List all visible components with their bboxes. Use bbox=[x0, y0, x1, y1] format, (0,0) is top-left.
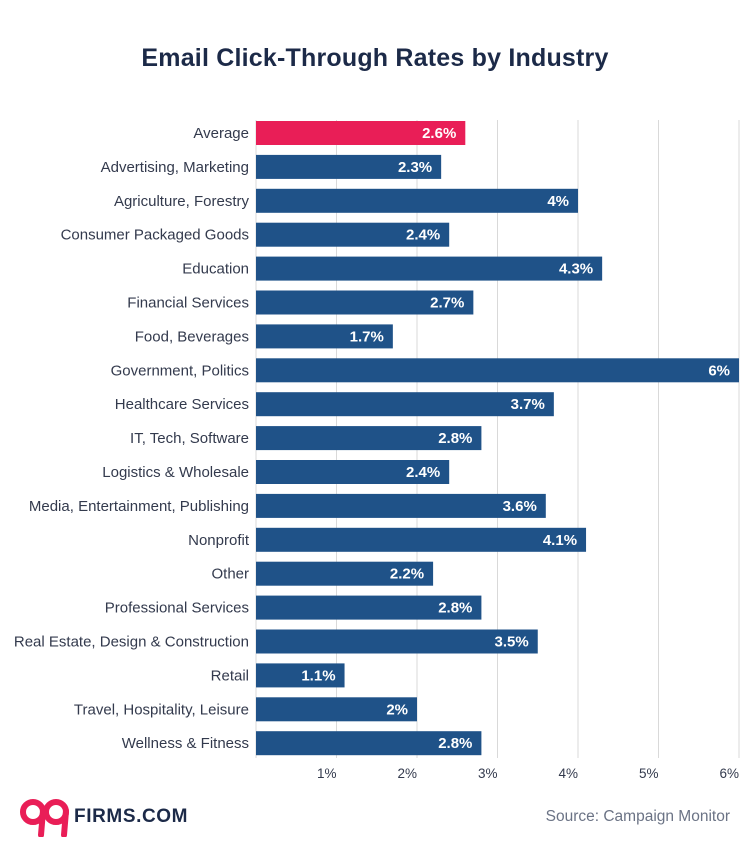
category-label: IT, Tech, Software bbox=[130, 430, 249, 447]
bar bbox=[256, 392, 554, 417]
category-labels: Average Advertising, Marketing Agriculture… bbox=[14, 125, 250, 752]
bar bbox=[256, 121, 466, 145]
bar-value-label: 4.3% bbox=[559, 261, 593, 278]
category-label: Healthcare Services bbox=[115, 396, 249, 413]
category-label: Consumer Packaged Goods bbox=[61, 227, 249, 244]
bar-value-label: 2.8% bbox=[438, 735, 472, 752]
bar bbox=[256, 358, 739, 383]
category-label: Logistics & Wholesale bbox=[102, 464, 249, 481]
bars: 2.6% 2.3% 4% 2.4% 4.3% 2.7% 1.7% 6% 3.7% 2.8% 2.4%… bbox=[256, 121, 739, 756]
x-tick-label: 1% bbox=[317, 766, 337, 781]
category-label: Other bbox=[211, 566, 249, 583]
bar bbox=[256, 697, 417, 722]
bar-value-label: 2.7% bbox=[430, 295, 464, 312]
category-label: Financial Services bbox=[127, 295, 249, 312]
bar bbox=[256, 561, 434, 586]
bar-value-label: 4% bbox=[547, 193, 569, 210]
bar-value-label: 2.3% bbox=[398, 159, 432, 176]
bar-value-label: 3.6% bbox=[503, 498, 537, 515]
category-label: Education bbox=[182, 261, 249, 278]
bar-value-label: 2% bbox=[386, 701, 408, 718]
bar-value-label: 4.1% bbox=[543, 532, 577, 549]
category-label: Retail bbox=[211, 667, 249, 684]
category-label: Food, Beverages bbox=[135, 328, 249, 345]
x-tick-label: 3% bbox=[478, 766, 498, 781]
bar bbox=[256, 663, 345, 688]
bar-value-label: 1.1% bbox=[301, 667, 335, 684]
bar bbox=[256, 256, 603, 281]
bar-value-label: 2.8% bbox=[438, 600, 472, 617]
category-label: Agriculture, Forestry bbox=[114, 193, 250, 210]
logo-text: FIRMS.COM bbox=[74, 806, 189, 827]
x-tick-label: 4% bbox=[558, 766, 578, 781]
bar bbox=[256, 595, 482, 620]
category-label: Average bbox=[193, 125, 249, 142]
bar-value-label: 2.6% bbox=[422, 125, 456, 142]
bar-value-label: 3.5% bbox=[495, 634, 529, 651]
category-label: Travel, Hospitality, Leisure bbox=[74, 701, 249, 718]
bar-value-label: 1.7% bbox=[350, 328, 384, 345]
bar-value-label: 6% bbox=[708, 362, 730, 379]
bar-value-label: 2.4% bbox=[406, 227, 440, 244]
category-label: Nonprofit bbox=[188, 532, 250, 549]
bar bbox=[256, 290, 474, 315]
bar bbox=[256, 527, 587, 552]
bar-value-label: 2.2% bbox=[390, 566, 424, 583]
bar-chart: 2.6% 2.3% 4% 2.4% 4.3% 2.7% 1.7% 6% 3.7% 2.8% 2.4%… bbox=[14, 120, 740, 781]
category-label: Professional Services bbox=[105, 600, 249, 617]
category-label: Wellness & Fitness bbox=[122, 735, 249, 752]
bar bbox=[256, 154, 442, 179]
bar bbox=[256, 460, 450, 484]
category-label: Media, Entertainment, Publishing bbox=[29, 498, 249, 515]
bar bbox=[256, 426, 482, 451]
category-label: Advertising, Marketing bbox=[101, 159, 249, 176]
bar bbox=[256, 629, 538, 654]
bar bbox=[256, 188, 578, 213]
logo-99-icon bbox=[20, 799, 69, 837]
chart-title: Email Click-Through Rates by Industry bbox=[141, 44, 609, 72]
bar-value-label: 2.4% bbox=[406, 464, 440, 481]
x-tick-label: 6% bbox=[719, 766, 739, 781]
bar-value-label: 3.7% bbox=[511, 396, 545, 413]
brand-logo: FIRMS.COM bbox=[20, 797, 188, 837]
bar bbox=[256, 731, 482, 756]
category-label: Government, Politics bbox=[111, 362, 249, 379]
source-note: Source: Campaign Monitor bbox=[545, 808, 730, 825]
bar bbox=[256, 222, 450, 247]
bar bbox=[256, 493, 546, 518]
x-tick-label: 5% bbox=[639, 766, 659, 781]
x-tick-label: 2% bbox=[397, 766, 417, 781]
x-axis-ticks: 1% 2% 3% 4% 5% 6% bbox=[317, 766, 739, 781]
bar bbox=[256, 324, 393, 349]
category-label: Real Estate, Design & Construction bbox=[14, 634, 249, 651]
bar-value-label: 2.8% bbox=[438, 430, 472, 447]
